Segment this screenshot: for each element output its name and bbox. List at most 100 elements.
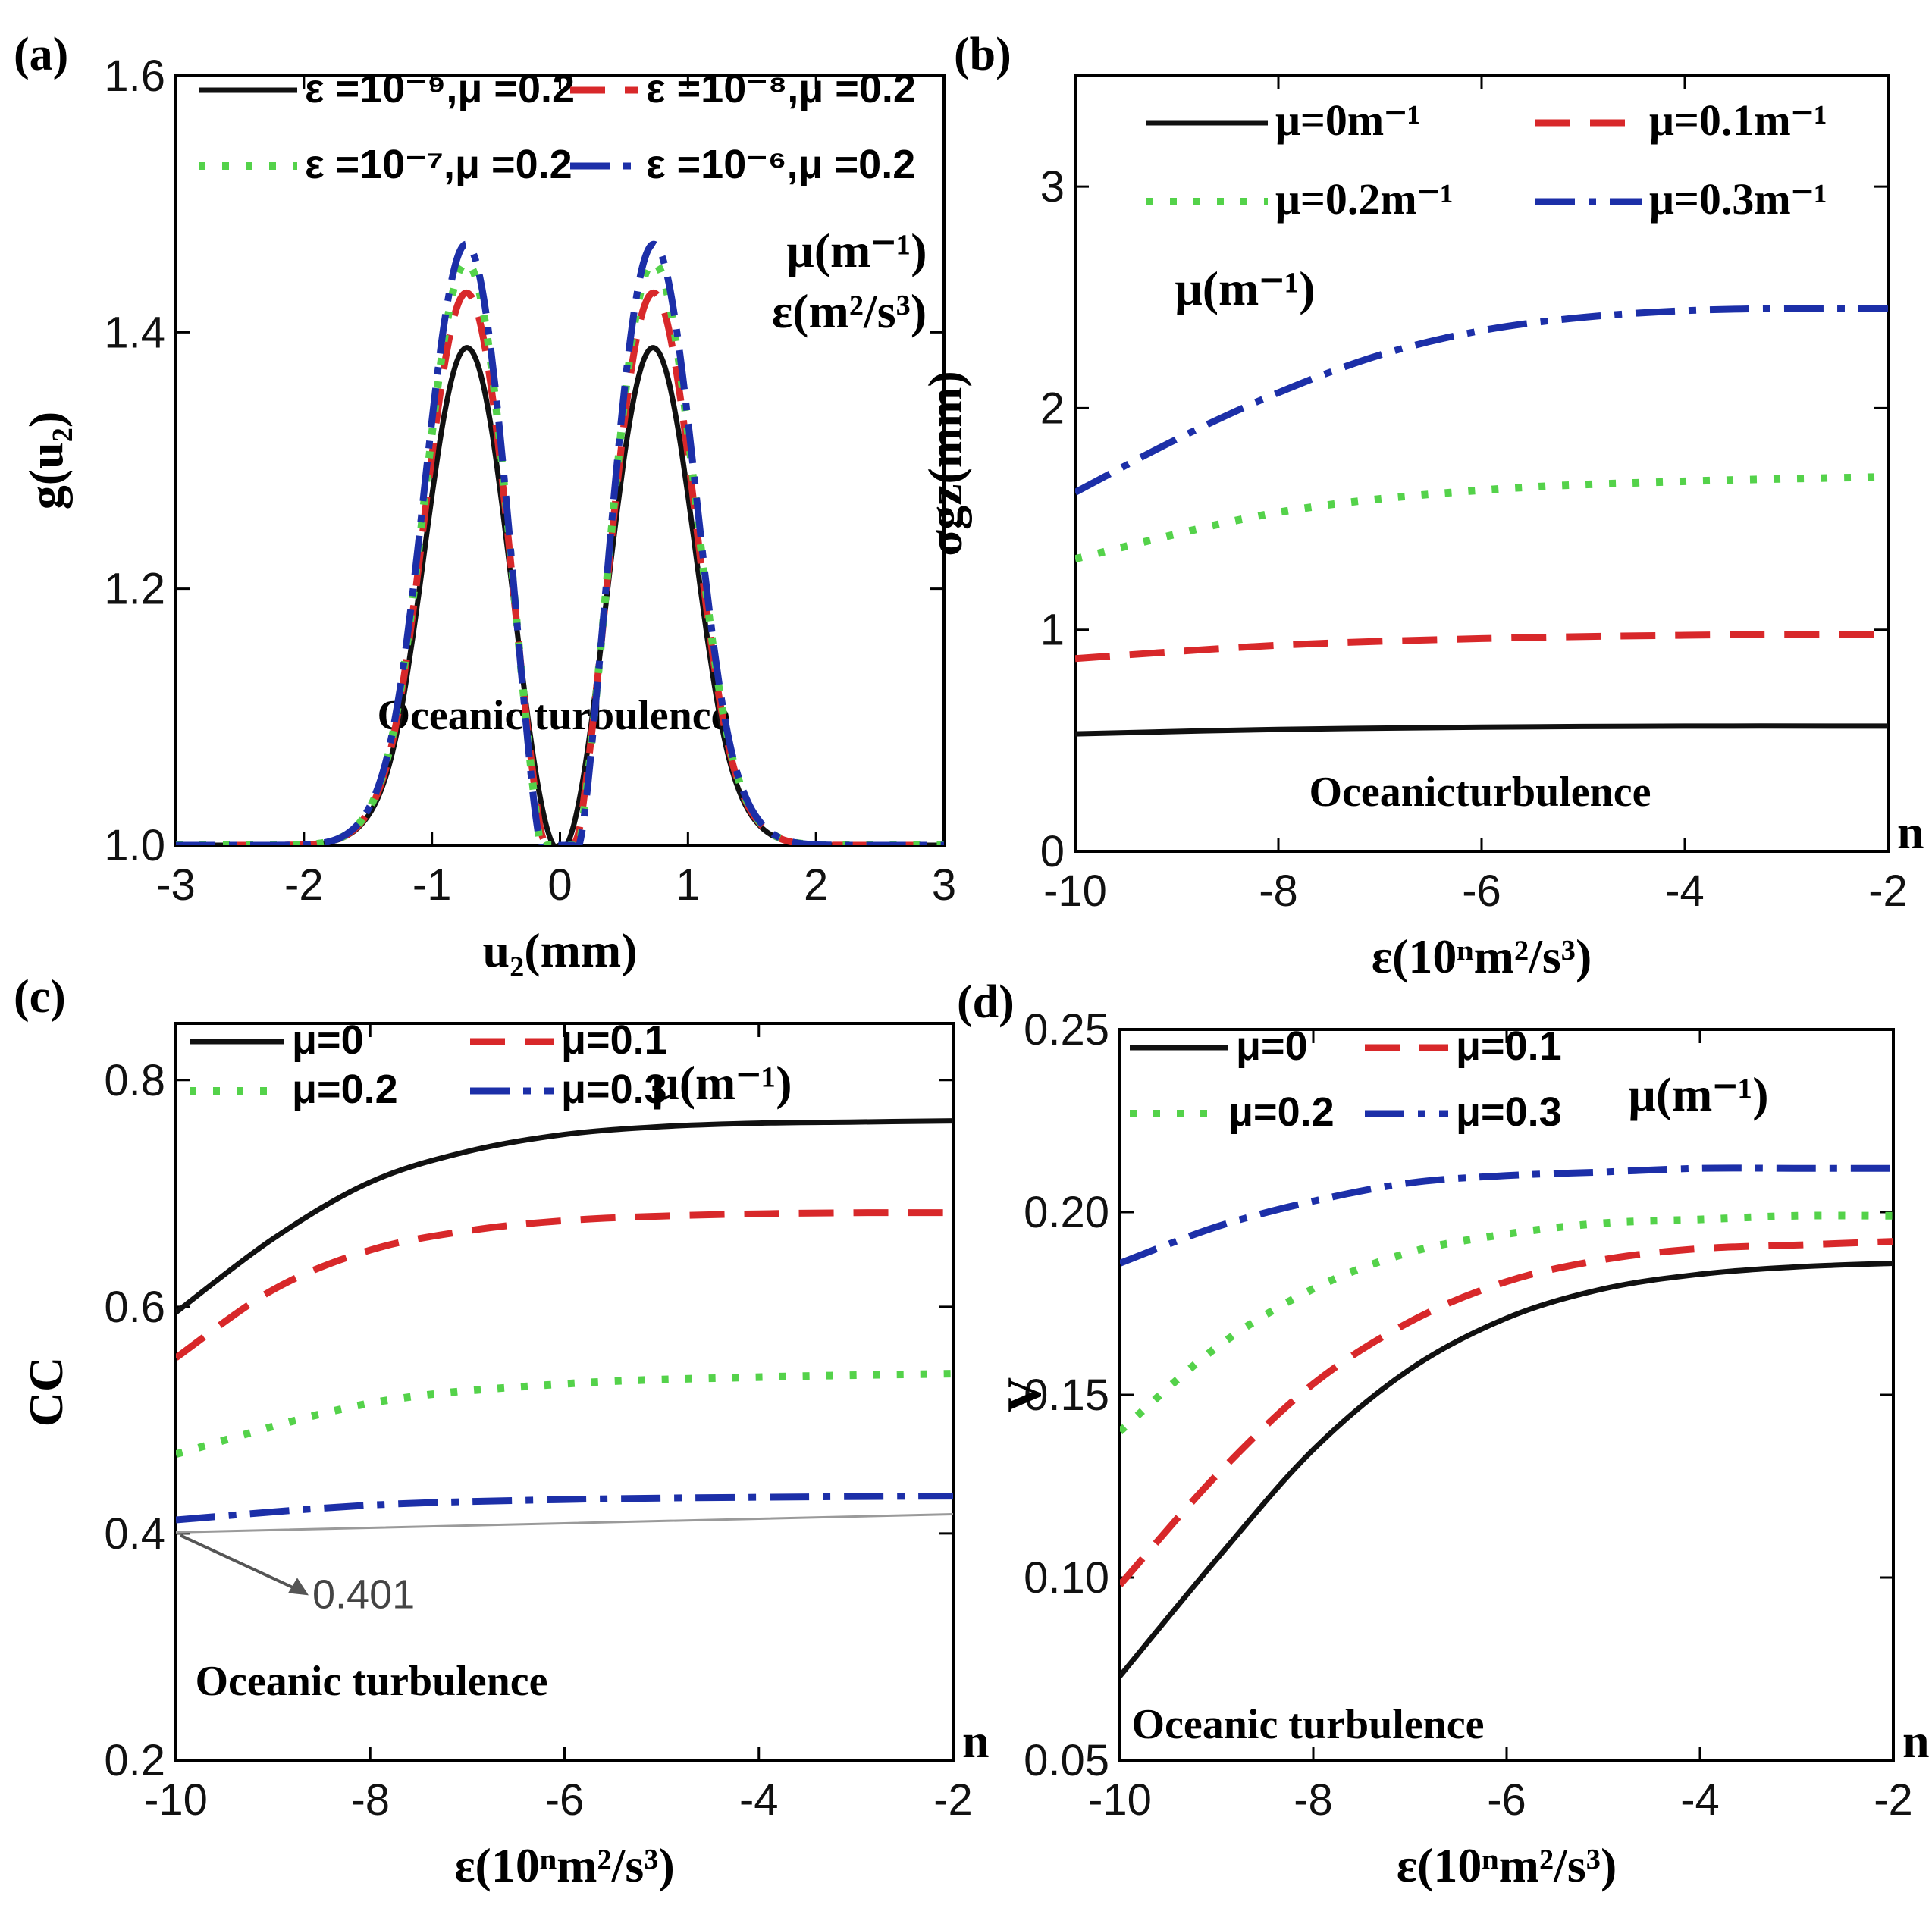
unit-note: μ(m⁻¹) (1175, 262, 1315, 315)
annotation: Oceanic turbulence (1131, 1701, 1484, 1748)
legend-label: μ=0m⁻¹ (1275, 96, 1420, 145)
chart-panel-a: -3 -2 -1 0 1 2 3 1.0 1.2 1.4 1.6 u₂(mm) g(u₂) (a) Ocea… (14, 29, 956, 977)
y-tick-label: 3 (1040, 162, 1065, 212)
legend-label: μ=0.2m⁻¹ (1275, 174, 1454, 224)
plot-frame (1118, 1028, 1895, 1762)
series-line-blue (176, 240, 944, 845)
x-end-label: n (1897, 805, 1924, 859)
panel-label: (b) (954, 29, 1011, 80)
series-line-red (176, 1209, 953, 1361)
x-end-label: n (1902, 1714, 1930, 1768)
legend-label: μ=0.2 (292, 1067, 398, 1112)
x-tick-label: -4 (1665, 866, 1705, 916)
legend-label: μ=0.3 (1456, 1089, 1562, 1135)
series-line-green (176, 258, 944, 845)
x-tick-label: -4 (1680, 1775, 1720, 1825)
series-line-black (1120, 1261, 1893, 1678)
x-tick-label: -2 (1868, 866, 1908, 916)
series-line-black (176, 345, 944, 845)
callout-arrowhead (288, 1578, 309, 1596)
y-tick-label: 1.0 (104, 821, 165, 870)
x-axis-label: ε(10ⁿm²/s³) (1372, 929, 1592, 983)
y-tick-label: 0.2 (104, 1736, 165, 1785)
y-tick-label: 0.20 (1024, 1188, 1109, 1237)
annotation: Oceanic turbulence (377, 692, 729, 739)
series-line-black (176, 1118, 953, 1315)
x-axis-label: ε(10ⁿm²/s³) (454, 1838, 675, 1892)
x-tick-label: -3 (156, 860, 196, 910)
unit-note: μ(m⁻¹) (786, 224, 927, 277)
unit-note: μ(m⁻¹) (1628, 1067, 1768, 1121)
y-tick-label: 1.6 (104, 52, 165, 101)
y-tick-label: 0.25 (1024, 1005, 1109, 1054)
legend-label: ε =10⁻⁶,μ =0.2 (646, 142, 915, 187)
legend-label: μ=0.3 (561, 1067, 667, 1112)
y-tick-label: 1.4 (104, 308, 165, 357)
legend-label: μ=0.1m⁻¹ (1649, 96, 1827, 145)
y-tick-label: 1 (1040, 606, 1065, 655)
y-axis-label: CC (19, 1357, 73, 1427)
callout-value: 0.401 (312, 1571, 415, 1617)
unit-note: μ(m⁻¹) (651, 1056, 792, 1110)
callout-arrow (180, 1534, 306, 1595)
x-tick-label: -2 (933, 1775, 973, 1825)
legend-label: μ=0.2 (1228, 1089, 1335, 1135)
series-line-red (176, 289, 944, 845)
x-tick-label: -1 (412, 860, 452, 910)
series-line-green (1120, 1211, 1893, 1434)
annotation: Oceanic turbulence (195, 1658, 547, 1705)
legend-label: ε =10⁻⁹,μ =0.2 (305, 66, 575, 111)
y-tick-label: 0 (1040, 827, 1065, 876)
y-tick-label: 0.15 (1024, 1371, 1109, 1420)
legend-label: ε =10⁻⁷,μ =0.2 (305, 142, 572, 187)
x-tick-label: -10 (1043, 866, 1107, 916)
chart-panel-b: -10 -8 -6 -4 -2 0 1 2 3 ε(10ⁿm²/s³) σgz(mm) n (b) Oce… (918, 29, 1924, 983)
y-tick-label: 2 (1040, 384, 1065, 433)
x-tick-label: -8 (1259, 866, 1298, 916)
series-line-red (1075, 631, 1888, 663)
y-axis-label: g(u₂) (19, 412, 73, 509)
series-line-blue (176, 1493, 953, 1524)
y-tick-label: 0.4 (104, 1509, 165, 1559)
series-line-blue (1075, 305, 1888, 496)
panel-label: (d) (957, 976, 1015, 1028)
x-tick-label: -2 (284, 860, 324, 910)
series-line-blue (1120, 1164, 1893, 1267)
x-tick-label: -6 (545, 1775, 585, 1825)
y-axis-label: σgz(mm) (918, 371, 972, 556)
y-tick-label: 0.8 (104, 1056, 165, 1105)
legend-label: μ=0.1 (561, 1017, 667, 1063)
x-tick-label: -8 (1294, 1775, 1333, 1825)
chart-panel-c: -10 -8 -6 -4 -2 0.2 0.4 0.6 0.8 ε(10ⁿm²/s³) CC n (c)… (14, 971, 990, 1892)
x-tick-label: 2 (804, 860, 828, 910)
y-tick-label: 1.2 (104, 565, 165, 614)
x-tick-label: 1 (676, 860, 700, 910)
series-line-black (1075, 723, 1888, 737)
legend-label: μ=0.3m⁻¹ (1649, 174, 1827, 224)
panel-label: (a) (14, 29, 68, 80)
x-end-label: n (962, 1714, 990, 1768)
series-line-reference (176, 1513, 953, 1534)
series-line-green (176, 1370, 953, 1459)
x-tick-label: 3 (932, 860, 956, 910)
y-tick-label: 0.05 (1024, 1736, 1109, 1785)
y-tick-label: 0.6 (104, 1283, 165, 1332)
legend-label: μ=0 (292, 1017, 364, 1063)
x-axis-label: ε(10ⁿm²/s³) (1397, 1838, 1617, 1892)
series-line-green (1075, 473, 1888, 563)
legend-label: μ=0.1 (1456, 1023, 1562, 1069)
x-tick-label: 0 (547, 860, 572, 910)
x-tick-label: -2 (1874, 1775, 1913, 1825)
legend-label: μ=0 (1236, 1023, 1308, 1069)
chart-panel-d: -10 -8 -6 -4 -2 0.05 0.10 0.15 0.20 0.25 ε(10ⁿm²/s… (957, 976, 1930, 1892)
annotation: Oceanicturbulence (1309, 769, 1651, 816)
series-line-red (1120, 1238, 1893, 1587)
x-tick-label: -6 (1487, 1775, 1526, 1825)
x-tick-label: -4 (739, 1775, 779, 1825)
x-tick-label: -6 (1462, 866, 1501, 916)
y-axis-label: V (997, 1377, 1051, 1412)
legend-label: ε =10⁻⁸,μ =0.2 (646, 66, 916, 111)
panel-label: (c) (14, 971, 66, 1023)
x-tick-label: -10 (144, 1775, 208, 1825)
